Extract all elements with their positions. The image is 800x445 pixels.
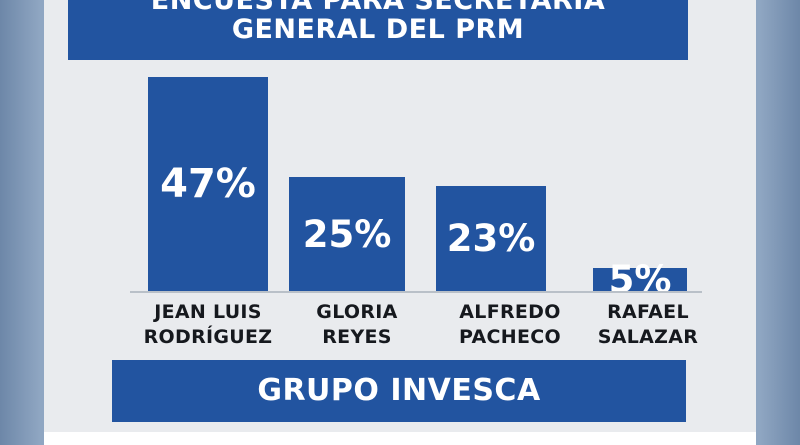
category-label: GLORIA REYES bbox=[277, 300, 437, 350]
category-label-line: PACHECO bbox=[459, 326, 561, 348]
chart-title-line-2: GENERAL DEL PRM bbox=[231, 14, 525, 45]
bar-4: 5% bbox=[593, 258, 687, 301]
category-label: JEAN LUIS RODRÍGUEZ bbox=[128, 300, 288, 350]
category-label-line: JEAN LUIS bbox=[154, 301, 262, 323]
bar-value-label: 23% bbox=[446, 217, 536, 260]
source-banner: GRUPO INVESCA bbox=[112, 360, 686, 422]
bar-value-label: 47% bbox=[160, 161, 256, 207]
category-label-line: RAFAEL bbox=[607, 301, 689, 323]
category-label-line: ALFREDO bbox=[459, 301, 561, 323]
bar-value-label: 25% bbox=[302, 212, 392, 256]
bar-2: 25% bbox=[289, 177, 405, 291]
category-label-line: REYES bbox=[322, 326, 392, 348]
category-label-line: GLORIA bbox=[316, 301, 398, 323]
bar-value-label: 5% bbox=[608, 258, 672, 301]
chart-title-line-1: ENCUESTA PARA SECRETARÍA bbox=[150, 0, 606, 16]
category-label: RAFAEL SALAZAR bbox=[568, 300, 728, 350]
bar-3: 23% bbox=[436, 186, 546, 291]
category-label-line: RODRÍGUEZ bbox=[143, 326, 273, 348]
category-label-line: SALAZAR bbox=[597, 326, 699, 348]
x-axis-baseline bbox=[130, 291, 702, 293]
category-label: ALFREDO PACHECO bbox=[430, 300, 590, 350]
bottom-strip bbox=[44, 432, 756, 445]
chart-title: ENCUESTA PARA SECRETARÍA GENERAL DEL PRM bbox=[68, 0, 688, 60]
bar-1: 47% bbox=[148, 77, 268, 291]
